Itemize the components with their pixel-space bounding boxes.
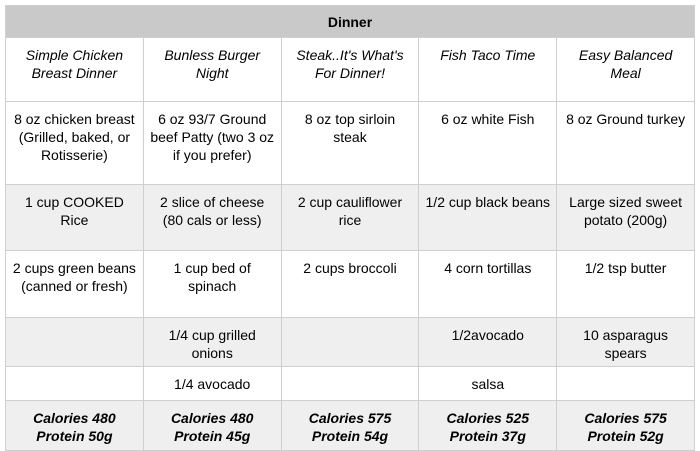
protein: Protein 37g [449,428,526,444]
ingredient-cell [5,317,144,367]
ingredient-cell: 1 cup bed of spinach [142,250,282,318]
meal-name: Simple Chicken Breast Dinner [5,37,144,102]
calories: Calories 480 [170,410,254,426]
meal-name: Fish Taco Time [418,37,558,102]
ingredient-cell: 6 oz 93/7 Ground beef Patty (two 3 oz if… [142,101,282,185]
ingredient-cell [556,366,695,401]
ingredient-cell: 2 cup cauliflower rice [280,184,420,251]
dinner-table: Dinner Simple Chicken Breast Dinner Bunle… [5,5,695,451]
ingredient-cell: 1/2 cup black beans [418,184,558,251]
totals-cell: Calories 575 Protein 52g [556,400,695,451]
protein: Protein 54g [311,428,389,444]
meal-name: Easy Balanced Meal [556,37,695,102]
calories: Calories 525 [446,410,530,426]
ingredient-cell: 8 oz Ground turkey [556,101,695,185]
ingredient-cell: 10 asparagus spears [556,317,695,367]
ingredient-cell: 4 corn tortillas [418,250,558,318]
table-title: Dinner [5,5,695,38]
totals-cell: Calories 575 Protein 54g [280,400,420,451]
ingredient-cell: 8 oz top sirloin steak [280,101,420,185]
calories: Calories 480 [33,410,116,426]
protein: Protein 50g [36,428,113,444]
ingredient-cell: 2 cups broccoli [280,250,420,318]
ingredient-cell [5,366,144,401]
ingredient-cell: 1/2avocado [418,317,558,367]
totals-cell: Calories 480 Protein 45g [142,400,282,451]
totals-cell: Calories 525 Protein 37g [418,400,558,451]
ingredient-cell: 6 oz white Fish [418,101,558,185]
meal-name: Bunless Burger Night [142,37,282,102]
protein: Protein 45g [174,428,251,444]
ingredient-cell [280,317,420,367]
ingredient-cell: 2 slice of cheese (80 cals or less) [142,184,282,251]
ingredient-cell [280,366,420,401]
ingredient-cell: 1/4 cup grilled onions [142,317,282,367]
meal-name: Steak..It's What's For Dinner! [280,37,420,102]
ingredient-cell: salsa [418,366,558,401]
ingredient-cell: 8 oz chicken breast (Grilled, baked, or … [5,101,144,185]
calories: Calories 575 [584,410,667,426]
totals-cell: Calories 480 Protein 50g [5,400,144,451]
calories: Calories 575 [308,410,392,426]
protein: Protein 52g [587,428,664,444]
ingredient-cell: 1/4 avocado [142,366,282,401]
ingredient-cell: 2 cups green beans (canned or fresh) [5,250,144,318]
ingredient-cell: Large sized sweet potato (200g) [556,184,695,251]
ingredient-cell: 1/2 tsp butter [556,250,695,318]
ingredient-cell: 1 cup COOKED Rice [5,184,144,251]
